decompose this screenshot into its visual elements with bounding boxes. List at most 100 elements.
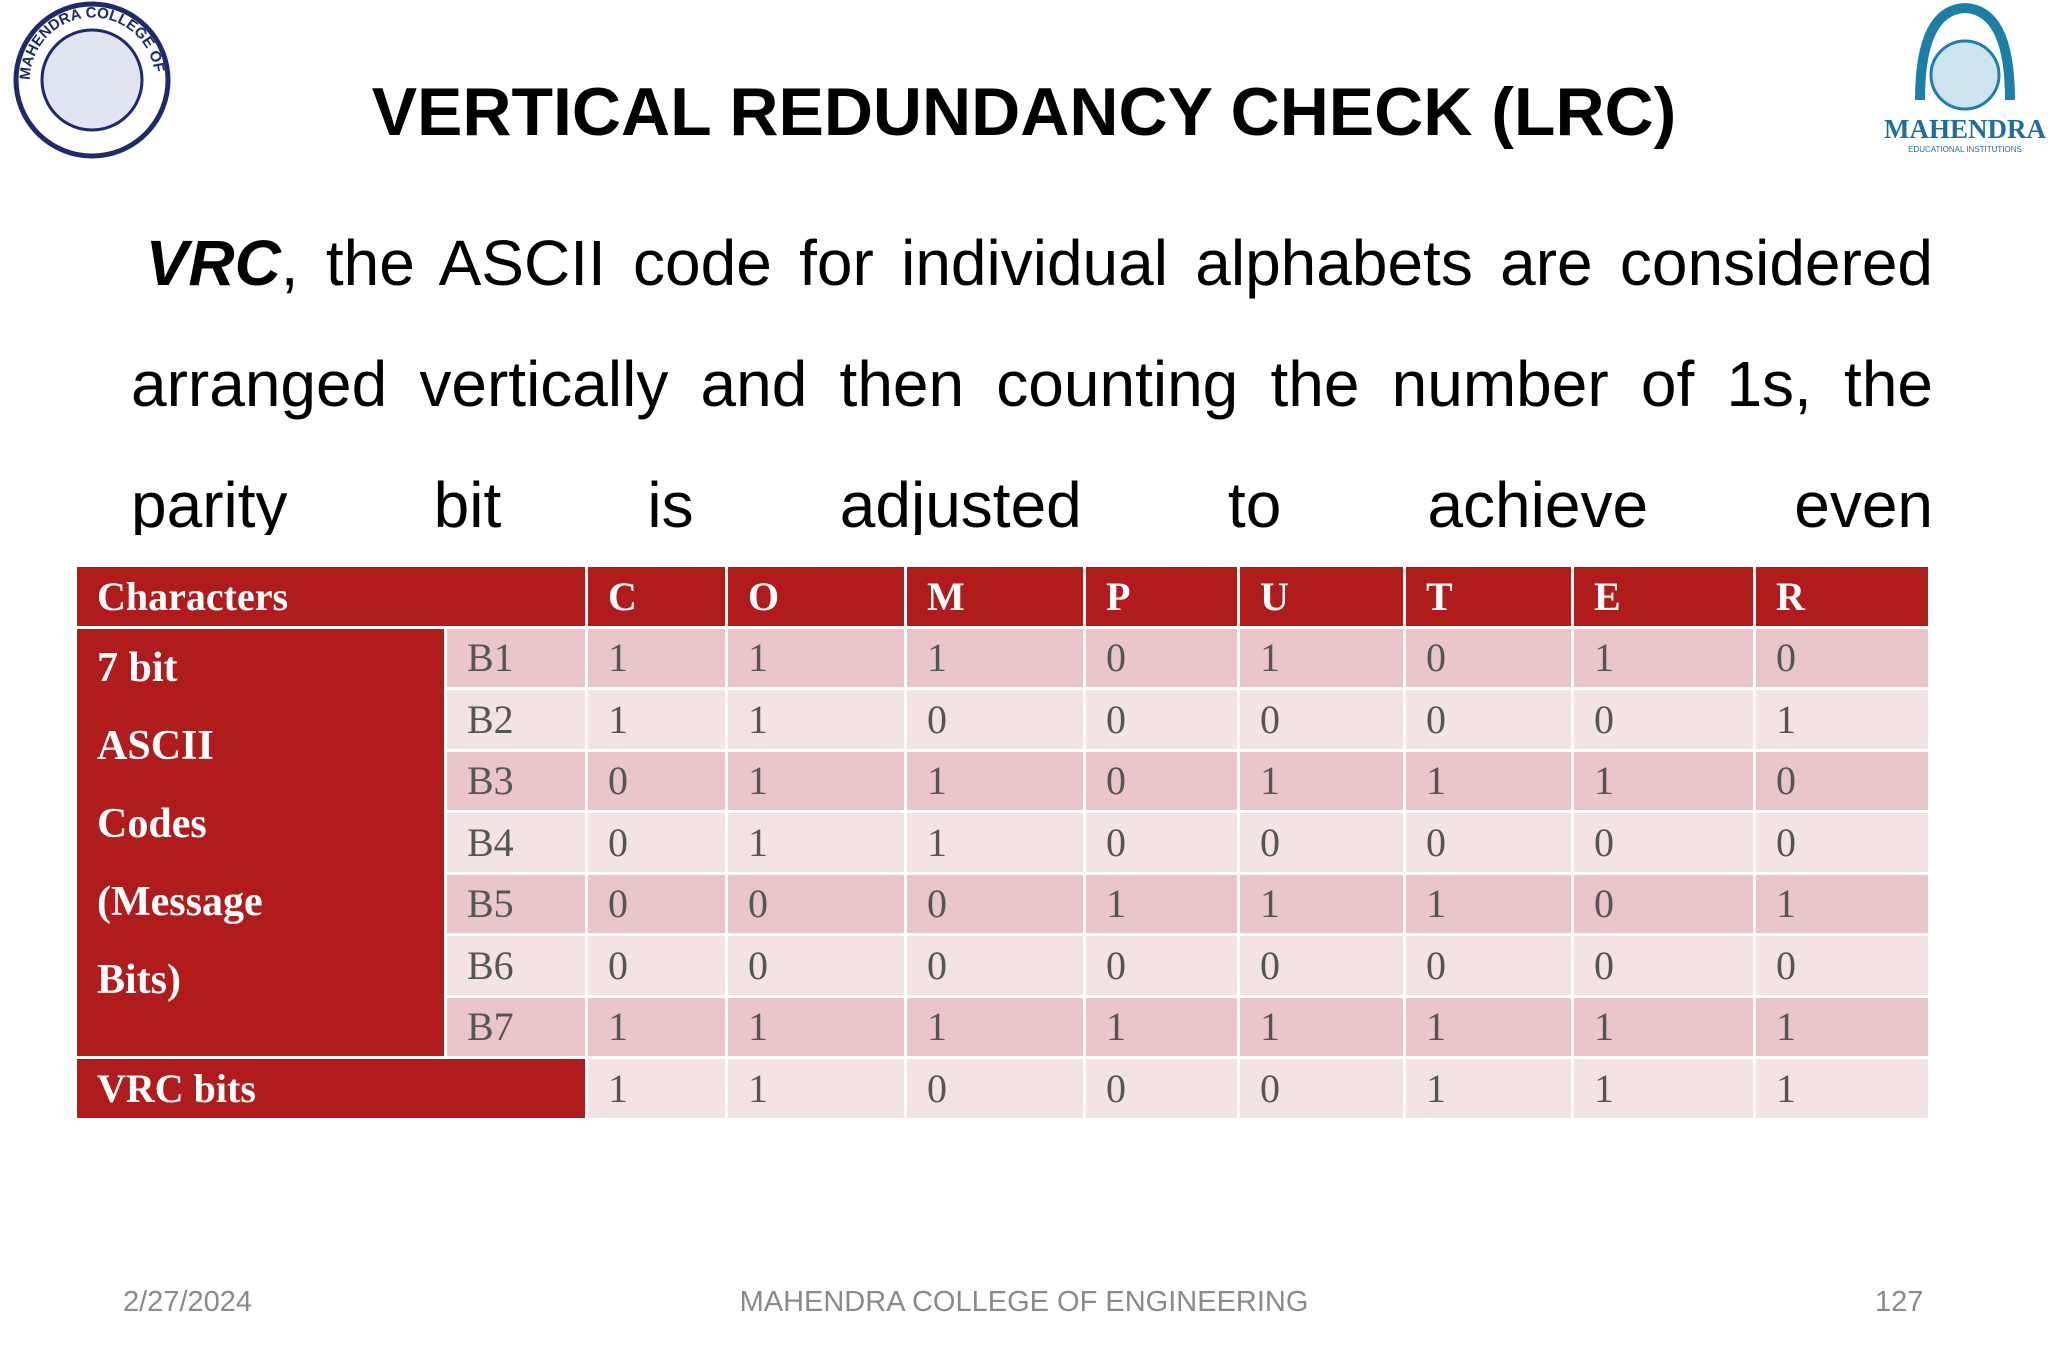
vrc-row: VRC bits 1 1 0 0 0 1 1 1: [73, 1056, 1932, 1121]
column-header: M: [904, 564, 1087, 629]
bit-cell: 0: [1237, 810, 1407, 875]
row-label: B5: [443, 871, 589, 936]
bit-cell: 0: [1571, 810, 1757, 875]
logo-tagline: EDUCATIONAL INSTITUTIONS: [1908, 145, 2022, 154]
bit-row: B5 0 0 0 1 1 1 0 1: [76, 871, 1932, 936]
vrc-cell: 1: [1571, 1056, 1757, 1121]
bit-cell: 1: [1237, 748, 1407, 813]
bit-cell: 1: [904, 748, 1087, 813]
column-header: P: [1083, 564, 1241, 629]
bit-cell: 1: [1237, 625, 1407, 690]
logo-left: MAHENDRA COLLEGE OF ENGINEERING: [0, 0, 171, 159]
bit-cell: 1: [585, 994, 729, 1059]
logo-center: [40, 28, 144, 132]
vrc-cell: 0: [1083, 1056, 1241, 1121]
logo-name: MAHENDRA: [1884, 114, 2046, 144]
column-header: R: [1753, 564, 1932, 629]
row-label: B2: [443, 687, 589, 752]
footer-page: 127: [1875, 1286, 1924, 1318]
bit-cell: 1: [1237, 994, 1407, 1059]
vrc-cell: 1: [1403, 1056, 1575, 1121]
logo-globe: [1929, 39, 2001, 111]
bit-cell: 1: [904, 625, 1087, 690]
column-header: U: [1237, 564, 1407, 629]
bit-cell: 0: [1403, 625, 1575, 690]
bit-cell: 0: [1753, 933, 1932, 998]
vrc-cell: 1: [725, 1056, 908, 1121]
bit-cell: 1: [1237, 871, 1407, 936]
bit-cell: 1: [1571, 748, 1757, 813]
row-label: B3: [443, 748, 589, 813]
logo-arch: [1915, 2, 2015, 101]
bit-cell: 0: [1571, 871, 1757, 936]
bit-cell: 1: [725, 687, 908, 752]
bit-cell: 0: [1083, 687, 1241, 752]
body-text: In VRC, the ASCII code for individual al…: [131, 203, 1933, 535]
footer-date: 2/27/2024: [123, 1286, 253, 1318]
bit-cell: 0: [1753, 748, 1932, 813]
bit-cell: 0: [904, 687, 1087, 752]
body-rest: , the ASCII code for individual alphabet…: [131, 227, 1933, 535]
bit-cell: 1: [904, 994, 1087, 1059]
vrc-label: VRC bits: [73, 1056, 589, 1121]
bit-row: B7 1 1 1 1 1 1 1 1: [76, 994, 1932, 1059]
row-label: B7: [443, 994, 589, 1059]
bit-cell: 1: [585, 687, 729, 752]
bit-cell: 0: [585, 748, 729, 813]
bit-cell: 0: [1403, 810, 1575, 875]
vrc-cell: 0: [904, 1056, 1087, 1121]
bit-cell: 0: [1571, 687, 1757, 752]
bit-cell: 0: [1571, 933, 1757, 998]
group-label-line: Bits): [97, 956, 181, 1003]
bit-row: B3 0 1 1 0 1 1 1 0: [76, 748, 1932, 813]
bit-cell: 0: [1083, 810, 1241, 875]
bit-cell: 0: [1403, 933, 1575, 998]
bit-cell: 0: [904, 871, 1087, 936]
row-label: B4: [443, 810, 589, 875]
bit-cell: 0: [1083, 625, 1241, 690]
group-label-line: ASCII: [97, 722, 214, 769]
bit-cell: 0: [585, 871, 729, 936]
bit-cell: 0: [1403, 687, 1575, 752]
bit-cell: 1: [725, 994, 908, 1059]
bit-cell: 1: [725, 748, 908, 813]
bit-cell: 0: [1753, 810, 1932, 875]
body-emphasis: VRC: [145, 227, 281, 299]
bit-cell: 1: [1753, 687, 1932, 752]
bit-row: B6 0 0 0 0 0 0 0 0: [76, 933, 1932, 998]
column-header: E: [1571, 564, 1757, 629]
bit-cell: 1: [1753, 871, 1932, 936]
bit-cell: 0: [1237, 687, 1407, 752]
group-label-line: Codes: [97, 800, 207, 847]
bit-cell: 0: [585, 933, 729, 998]
group-label-line: (Message: [97, 878, 263, 925]
row-label: B1: [443, 625, 589, 690]
bit-cell: 1: [904, 810, 1087, 875]
bit-cell: 1: [725, 625, 908, 690]
corner-header: Characters: [73, 564, 589, 629]
bit-cell: 0: [1083, 748, 1241, 813]
vrc-cell: 1: [585, 1056, 729, 1121]
vrc-table: Characters C O M P U T E R 7 bit ASCII Codes (Messag…: [73, 564, 1932, 1121]
bit-cell: 1: [1571, 994, 1757, 1059]
header-row: Characters C O M P U T E R: [73, 564, 1932, 629]
bit-cell: 0: [725, 933, 908, 998]
bit-cell: 0: [1753, 625, 1932, 690]
bit-cell: 0: [1083, 933, 1241, 998]
group-label-line: 7 bit: [97, 644, 178, 691]
bit-cell: 1: [1571, 625, 1757, 690]
bit-row: B4 0 1 1 0 0 0 0 0: [76, 810, 1932, 875]
group-label: 7 bit ASCII Codes (Message Bits): [74, 625, 447, 1059]
bit-row: 7 bit ASCII Codes (Message Bits) B1 1 1 1 0 1 0 1 0: [74, 625, 1932, 1059]
row-label: B6: [443, 933, 589, 998]
bit-cell: 1: [725, 810, 908, 875]
bit-cell: 1: [1083, 871, 1241, 936]
bit-cell: 0: [725, 871, 908, 936]
footer-center: MAHENDRA COLLEGE OF ENGINEERING: [739, 1286, 1309, 1318]
bit-cell: 1: [1753, 994, 1932, 1059]
column-header: T: [1403, 564, 1575, 629]
bit-cell: 1: [1083, 994, 1241, 1059]
column-header: O: [725, 564, 908, 629]
logo-right: MAHENDRA EDUCATIONAL INSTITUTIONS: [1884, 2, 2046, 154]
